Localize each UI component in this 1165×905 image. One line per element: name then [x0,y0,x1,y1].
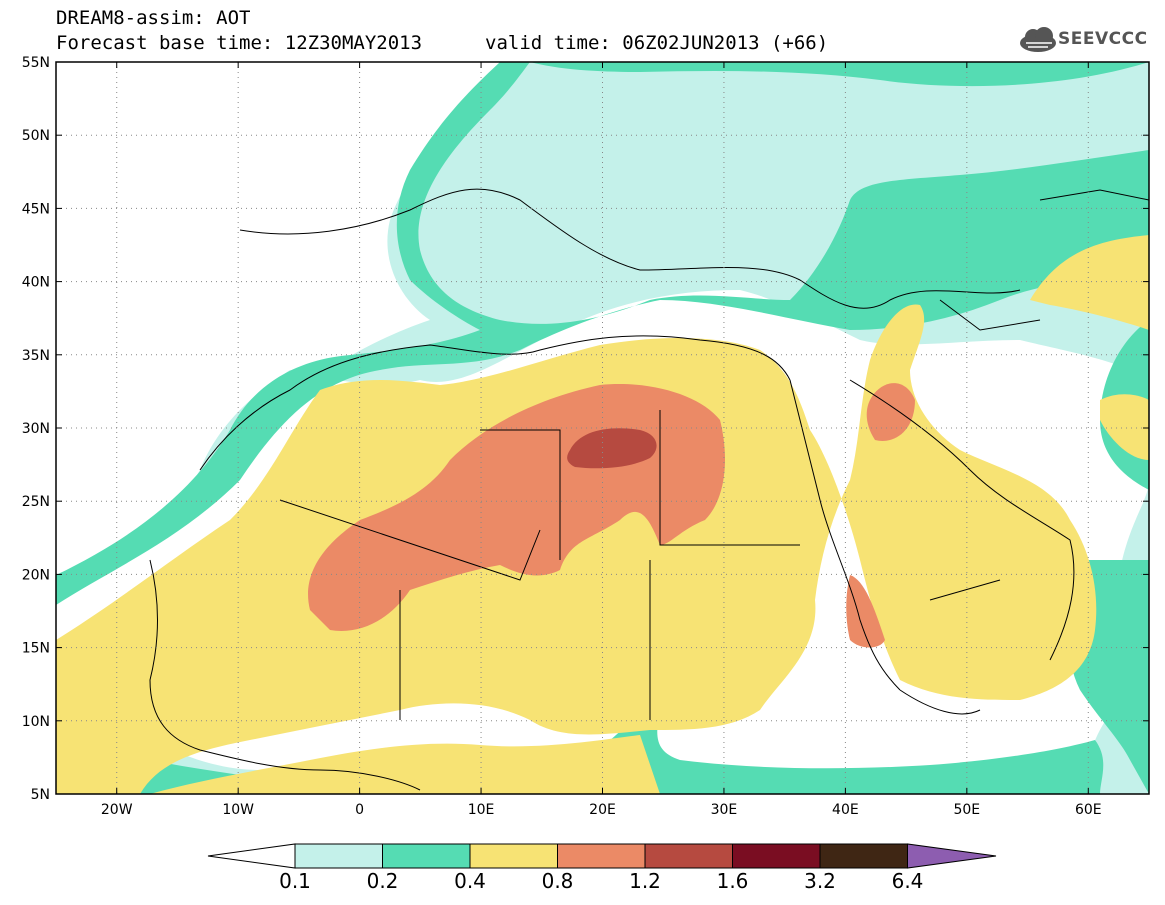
lon-label: 20E [589,802,616,818]
lat-label: 30N [22,421,50,437]
legend-label: 0.4 [454,869,486,893]
legend-swatch [732,843,821,869]
lon-label: 10E [468,802,495,818]
forecast-base-time: Forecast base time: 12Z30MAY2013 [56,32,423,54]
lat-label: 10N [22,714,50,730]
lon-label: 40E [832,802,859,818]
lon-label: 0 [355,802,364,818]
lat-label: 35N [22,348,50,364]
lat-label: 20N [22,567,50,583]
legend-label: 1.2 [629,869,661,893]
valid-time: valid time: 06Z02JUN2013 (+66) [485,32,829,54]
lat-label: 40N [22,275,50,291]
legend-label: 1.6 [717,869,749,893]
legend-label: 0.1 [279,869,311,893]
lon-label: 50E [953,802,980,818]
lat-label: 50N [22,128,50,144]
longitude-labels: 20W 10W 0 10E 20E 30E 40E 50E 60E [101,802,1102,818]
legend-swatch [294,843,383,869]
lon-label: 30E [711,802,738,818]
lat-label: 45N [22,201,50,217]
legend-label: 0.2 [367,869,399,893]
lat-label: 55N [22,55,50,71]
coastlines [149,188,1149,791]
legend-label: 6.4 [892,869,924,893]
plot-title: DREAM8-assim: AOT [56,7,251,29]
axis-ticks [56,61,1149,795]
lat-label: 15N [22,641,50,657]
grid-lines [56,62,1149,794]
legend-label: 3.2 [804,869,836,893]
latitude-labels: 55N 50N 45N 40N 35N 30N 25N 20N 15N 10N 5N [22,55,50,803]
lon-label: 10W [222,802,254,818]
seevccc-logo [1020,27,1056,52]
legend-arrow-high [907,843,997,869]
lat-label: 25N [22,494,50,510]
legend-swatch [644,843,733,869]
cloud-icon [1020,27,1056,52]
aot-band-0.4 [56,235,1149,794]
legend-arrow-low [207,843,296,869]
color-legend [207,843,997,869]
logo-text: SEEVCCC [1058,29,1148,49]
legend-swatch [557,843,646,869]
aot-band-1.2 [567,428,657,469]
legend-label: 0.8 [542,869,574,893]
lon-label: 20W [101,802,133,818]
legend-labels: 0.1 0.2 0.4 0.8 1.2 1.6 3.2 6.4 [279,869,923,893]
lon-label: 60E [1075,802,1102,818]
legend-swatch [819,843,908,869]
legend-swatch [469,843,558,869]
lat-label: 5N [31,787,50,803]
legend-swatch [382,843,471,869]
